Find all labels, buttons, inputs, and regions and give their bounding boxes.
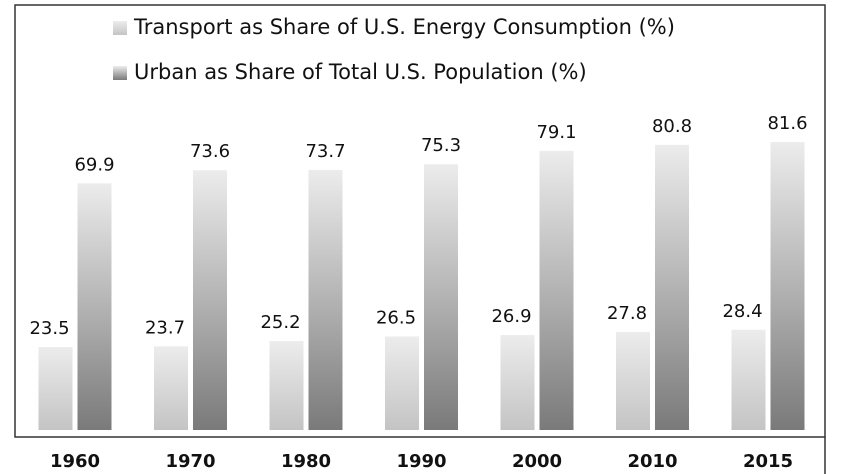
bar xyxy=(193,170,227,430)
x-tick-label: 2015 xyxy=(743,451,793,472)
x-tick-label: 1960 xyxy=(50,451,100,472)
data-label: 73.7 xyxy=(305,141,345,162)
bar xyxy=(308,169,343,430)
data-label: 26.9 xyxy=(491,306,531,327)
data-label: 69.9 xyxy=(74,154,114,175)
bar xyxy=(77,183,112,430)
bar xyxy=(424,164,458,430)
x-tick-label: 2010 xyxy=(627,451,677,472)
data-label: 80.8 xyxy=(652,116,692,137)
data-label: 81.6 xyxy=(767,113,807,134)
bar xyxy=(731,329,766,430)
bar xyxy=(500,335,535,430)
legend-label: Transport as Share of U.S. Energy Consum… xyxy=(133,15,675,39)
x-tick-label: 1980 xyxy=(281,451,331,472)
bar xyxy=(38,347,73,430)
data-label: 79.1 xyxy=(536,122,576,143)
data-label: 28.4 xyxy=(722,301,762,322)
data-label: 25.2 xyxy=(260,312,300,333)
bar xyxy=(154,346,188,430)
legend-label: Urban as Share of Total U.S. Population … xyxy=(134,60,587,84)
bar xyxy=(655,144,689,430)
legend-swatch xyxy=(113,21,127,35)
bar xyxy=(770,142,805,430)
frame xyxy=(14,4,826,438)
x-tick-label: 2000 xyxy=(512,451,562,472)
data-label: 23.7 xyxy=(145,317,185,338)
bar xyxy=(269,341,304,430)
bar xyxy=(539,150,574,430)
data-label: 73.6 xyxy=(190,141,230,162)
x-tick-label: 1970 xyxy=(165,451,215,472)
data-label: 23.5 xyxy=(29,318,69,339)
data-label: 27.8 xyxy=(607,303,647,324)
data-label: 75.3 xyxy=(421,135,461,156)
bar xyxy=(385,336,419,430)
bar xyxy=(616,331,650,430)
x-tick-label: 1990 xyxy=(396,451,446,472)
legend-swatch xyxy=(113,66,127,80)
data-label: 26.5 xyxy=(376,307,416,328)
